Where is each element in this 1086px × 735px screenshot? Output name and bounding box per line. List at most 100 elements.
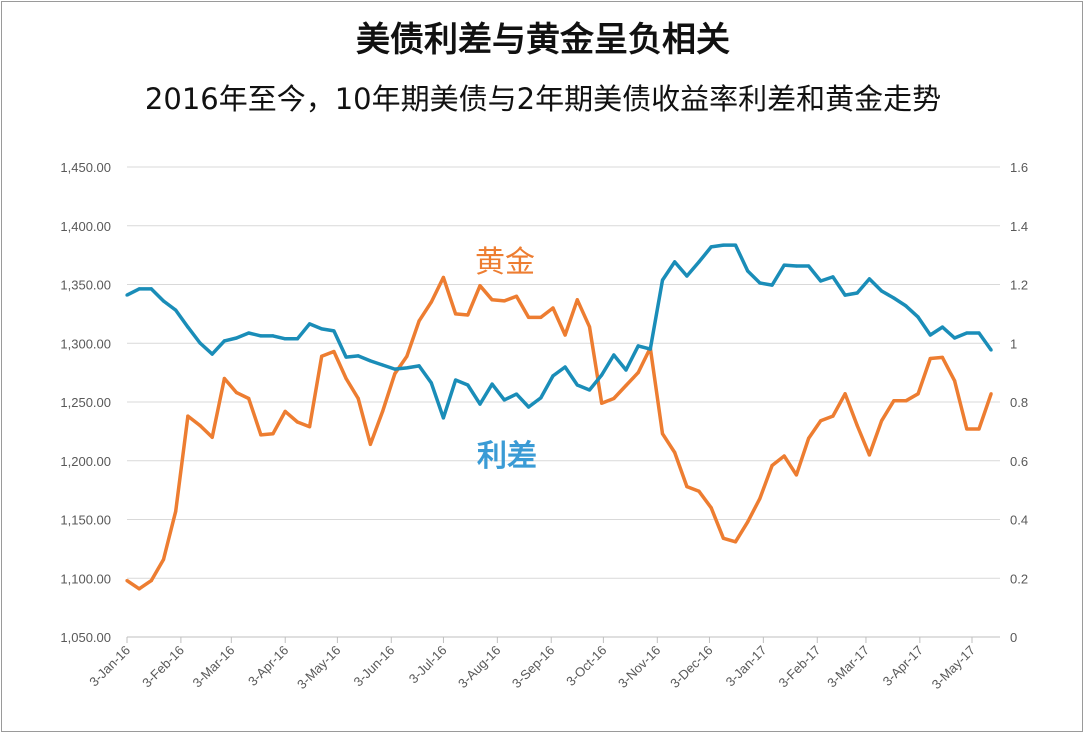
gold-point xyxy=(612,396,616,401)
spread-point xyxy=(563,365,567,369)
gold-point xyxy=(721,536,725,540)
gold-point xyxy=(867,453,872,457)
spread-point xyxy=(916,315,920,319)
gold-point xyxy=(709,506,713,510)
spread-point xyxy=(758,281,762,285)
x-tick-label: 3-May-17 xyxy=(929,643,978,692)
spread-point xyxy=(125,293,129,297)
chart-subtitle: 2016年至今，10年期美债与2年期美债收益率利差和黄金走势 xyxy=(144,82,942,116)
x-tick-label: 3-Jun-16 xyxy=(351,643,398,690)
x-tick-label: 3-Oct-16 xyxy=(563,643,609,689)
spread-point xyxy=(234,336,239,340)
spread-point xyxy=(660,278,665,282)
spread-point xyxy=(636,344,640,348)
gold-point xyxy=(320,354,324,358)
y-right-tick-label: 0.8 xyxy=(1010,395,1028,410)
spread-point xyxy=(551,374,555,378)
gold-point xyxy=(843,392,847,396)
y-right-tick-label: 0.2 xyxy=(1010,571,1028,586)
spread-point xyxy=(222,339,226,343)
gold-point xyxy=(697,489,701,493)
x-tick-label: 3-May-16 xyxy=(294,643,343,692)
gold-point xyxy=(660,432,665,436)
x-tick-label: 3-Jul-16 xyxy=(406,643,450,687)
spread-point xyxy=(174,308,178,312)
spread-point xyxy=(137,287,141,291)
y-left-tick-label: 1,400.00 xyxy=(60,219,111,234)
gold-point xyxy=(806,436,811,441)
spread-point xyxy=(259,334,263,338)
y-right-tick-label: 1.6 xyxy=(1010,160,1028,175)
spread-point xyxy=(429,381,433,385)
gold-point xyxy=(332,349,336,354)
x-tick-label: 3-Feb-17 xyxy=(775,643,823,691)
gold-point xyxy=(429,300,433,304)
gold-point xyxy=(380,409,385,413)
gold-point xyxy=(539,315,543,319)
spread-point xyxy=(539,396,543,400)
spread-point xyxy=(490,382,494,386)
spread-point xyxy=(575,383,579,387)
gold-point xyxy=(356,396,360,401)
spread-point xyxy=(210,352,214,356)
gold-point xyxy=(636,371,640,375)
spread-point xyxy=(466,383,470,387)
gold-point xyxy=(563,333,567,337)
gold-price-line xyxy=(126,275,993,591)
x-tick-label: 3-Jan-17 xyxy=(723,643,770,690)
gold-point xyxy=(478,284,482,288)
gold-point xyxy=(198,423,202,428)
spread-point xyxy=(879,289,884,293)
gold-point xyxy=(770,463,774,468)
y-left-tick-label: 1,450.00 xyxy=(60,160,111,175)
spread-point xyxy=(928,333,932,337)
spread-point xyxy=(356,354,360,358)
gold-point xyxy=(247,396,251,401)
x-tick-label: 3-Mar-17 xyxy=(824,643,872,691)
y-left-tick-label: 1,150.00 xyxy=(60,513,111,528)
spread-point xyxy=(283,337,287,341)
spread-point xyxy=(271,334,275,338)
y-right-tick-label: 1.2 xyxy=(1010,278,1028,293)
gold-point xyxy=(149,579,153,583)
y-left-tick-label: 1,350.00 xyxy=(60,278,111,293)
gold-point xyxy=(137,587,141,591)
gold-point xyxy=(283,409,287,413)
spread-point xyxy=(514,392,519,396)
gold-point xyxy=(624,383,628,388)
spread-point xyxy=(149,287,153,291)
spread-point xyxy=(307,322,312,326)
spread-point xyxy=(843,293,847,297)
gold-point xyxy=(441,275,446,280)
y-left-tick-label: 1,100.00 xyxy=(60,571,111,586)
y-right-tick-label: 1.4 xyxy=(1010,219,1028,234)
y-left-tick-label: 1,050.00 xyxy=(60,630,111,645)
spread-point xyxy=(782,263,786,267)
spread-point xyxy=(648,347,652,351)
x-tick-label: 3-Apr-16 xyxy=(245,643,291,689)
spread-point xyxy=(380,363,385,367)
gold-point xyxy=(855,423,859,428)
x-tick-label: 3-Sep-16 xyxy=(509,643,557,691)
spread-point xyxy=(721,243,725,247)
spread-point xyxy=(332,329,336,333)
x-tick-label: 3-Jan-16 xyxy=(86,643,133,690)
gold-point xyxy=(551,306,555,310)
y-right-tick-label: 0 xyxy=(1010,630,1017,645)
spread-point xyxy=(161,299,166,303)
x-tick-label: 3-Aug-16 xyxy=(455,643,503,691)
spread-point xyxy=(709,245,713,249)
spread-point xyxy=(320,327,324,331)
spread-point xyxy=(502,398,506,402)
spread-point xyxy=(587,388,592,392)
gold-point xyxy=(989,392,993,396)
spread-point xyxy=(867,277,872,281)
spread-point xyxy=(673,260,677,264)
gold-point xyxy=(405,354,409,358)
y-left-tick-label: 1,250.00 xyxy=(60,395,111,410)
gold-point xyxy=(307,425,312,429)
gold-point xyxy=(234,391,239,395)
gold-point xyxy=(831,414,835,418)
